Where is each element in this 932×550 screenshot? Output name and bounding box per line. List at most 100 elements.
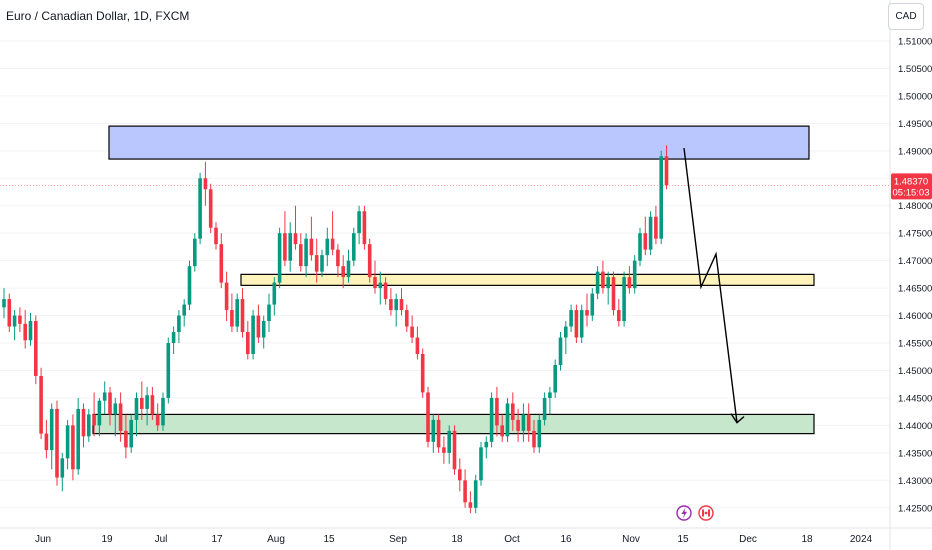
time-tick-label: 19 <box>101 534 113 545</box>
candle-body <box>240 299 245 333</box>
price-tick-label: 1.43500 <box>898 448 932 459</box>
candle-body <box>542 397 547 420</box>
candle <box>473 474 478 514</box>
candle-body <box>463 480 467 503</box>
candle <box>352 227 356 267</box>
event-markers[interactable] <box>676 505 714 521</box>
projection-arrow[interactable] <box>683 147 745 424</box>
candle-body <box>511 403 515 420</box>
candle <box>203 161 208 206</box>
candle <box>558 332 563 371</box>
candle <box>182 299 186 327</box>
candle <box>627 266 632 294</box>
candle-body <box>479 447 483 481</box>
candle-body <box>601 271 605 289</box>
time-tick-label: Oct <box>504 534 520 545</box>
candle <box>55 400 59 486</box>
chart-title: Euro / Canadian Dollar, 1D, FXCM <box>6 9 190 23</box>
time-axis[interactable]: Jun 19 Jul 17 Aug 15 Sep 18 Oct 16 Nov 15 Dec 18 2024 <box>0 527 932 545</box>
candle <box>489 392 494 448</box>
candle-body <box>150 395 155 415</box>
candle-body <box>452 430 457 470</box>
candle-body <box>569 310 573 327</box>
candle-body <box>431 419 436 442</box>
lightning-event-icon[interactable] <box>676 505 692 521</box>
candle <box>548 386 552 415</box>
zones[interactable] <box>92 125 815 435</box>
price-tick-label: 1.43000 <box>898 476 932 487</box>
candle <box>601 260 605 294</box>
candle <box>606 271 610 305</box>
flag-event-icon[interactable] <box>698 505 714 521</box>
candle <box>336 244 340 278</box>
candle-body <box>405 310 409 327</box>
candle <box>293 205 298 250</box>
resistance-zone-blue[interactable] <box>108 125 810 160</box>
price-tick-label: 1.51000 <box>898 36 932 47</box>
time-tick-label: 15 <box>677 534 689 545</box>
candle <box>643 216 648 256</box>
price-tick-label: 1.50000 <box>898 91 932 102</box>
candle-body <box>495 397 499 426</box>
candle-body <box>187 266 192 305</box>
price-tick-label: 1.42500 <box>898 503 932 514</box>
candle <box>405 304 409 333</box>
candle <box>579 304 584 344</box>
candle-body <box>473 480 478 508</box>
candle <box>526 403 531 442</box>
projection-path[interactable] <box>683 147 738 423</box>
candle-body <box>235 299 239 327</box>
candle-body <box>553 364 557 393</box>
candle-body <box>134 397 139 420</box>
candle <box>134 392 139 437</box>
time-tick-label: Sep <box>389 534 407 545</box>
mid-zone-yellow[interactable] <box>240 273 815 286</box>
projection-arrowhead <box>730 413 745 424</box>
candle-body <box>410 326 414 338</box>
price-tick-label: 1.44000 <box>898 421 932 432</box>
support-zone-green[interactable] <box>92 413 815 435</box>
candle <box>330 211 335 256</box>
candle <box>34 315 38 385</box>
candle <box>420 348 425 398</box>
candle <box>410 315 414 344</box>
candle <box>44 419 49 459</box>
candle <box>383 277 388 305</box>
price-tag-bg <box>891 173 932 200</box>
candle-body <box>224 282 229 311</box>
lightning-icon-glyph <box>681 507 687 519</box>
candle-body <box>341 266 345 278</box>
price-axis[interactable]: 1.510001.505001.500001.495001.490001.485… <box>889 0 932 550</box>
candle-body <box>558 337 563 365</box>
candle-body <box>118 403 123 431</box>
candle <box>118 392 123 442</box>
candle-body <box>219 244 224 283</box>
candle <box>193 233 197 272</box>
candle <box>521 403 526 442</box>
candle <box>39 367 43 440</box>
candle-body <box>12 315 17 327</box>
candle <box>240 288 245 338</box>
candle-body <box>458 469 462 481</box>
candle-body <box>632 260 637 289</box>
candle <box>495 386 499 437</box>
currency-selector[interactable]: CAD <box>888 3 924 30</box>
candle-body <box>627 277 632 289</box>
candle-body <box>336 249 340 267</box>
candle-body <box>49 408 54 451</box>
candle-body <box>654 216 658 239</box>
candle-body <box>362 211 367 245</box>
candle-body <box>288 233 292 261</box>
candle-body <box>595 271 600 294</box>
candle <box>113 397 118 437</box>
candle-body <box>65 425 70 459</box>
candle <box>18 307 22 333</box>
price-tick-label: 1.45000 <box>898 366 932 377</box>
candle <box>2 288 6 319</box>
candle-body <box>283 233 287 261</box>
time-tick-label: 18 <box>801 534 813 545</box>
candle-body <box>532 430 536 448</box>
candle-body <box>526 414 531 431</box>
